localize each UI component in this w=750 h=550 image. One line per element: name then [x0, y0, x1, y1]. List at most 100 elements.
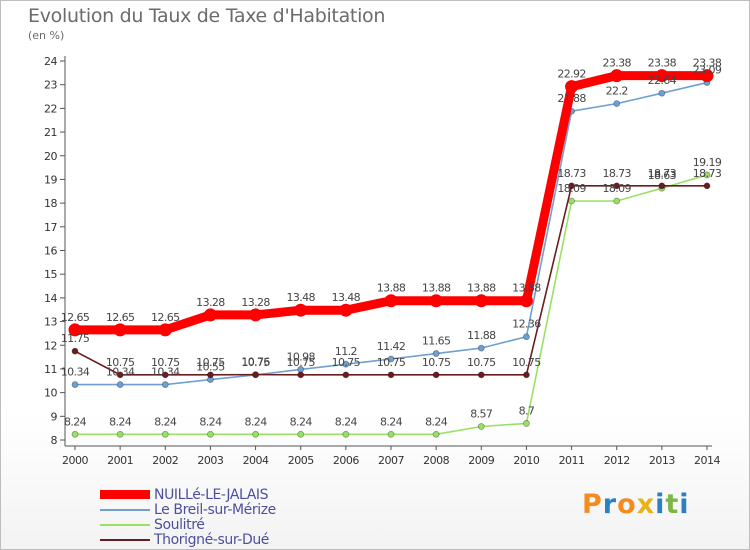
data-label: 8.57	[470, 407, 493, 420]
data-label: 22.2	[606, 85, 628, 98]
data-label: 13.48	[286, 291, 315, 304]
data-label: 13.28	[196, 296, 225, 309]
data-point	[432, 350, 440, 357]
data-point	[252, 371, 259, 379]
data-label: 18.73	[693, 167, 722, 180]
y-tick-label: 19	[44, 173, 57, 186]
data-label: 11.75	[61, 332, 90, 345]
data-label: 23.38	[648, 57, 677, 70]
data-point	[613, 182, 621, 190]
data-point	[161, 381, 169, 388]
y-tick-label: 13	[44, 316, 57, 329]
logo-letter: r	[602, 489, 618, 520]
legend-label: Soulitré	[154, 516, 205, 533]
y-tick-label: 23	[44, 79, 57, 92]
legend-item: NUILLé-LE-JALAIS	[100, 486, 276, 503]
data-label: 8.24	[154, 415, 177, 428]
data-point	[429, 294, 443, 308]
y-tick-label: 9	[51, 410, 58, 423]
data-point	[477, 371, 485, 379]
data-point	[68, 323, 82, 337]
x-tick-label: 2014	[694, 454, 720, 467]
x-tick-label: 2002	[152, 454, 178, 467]
data-point	[71, 381, 79, 388]
data-point	[342, 360, 350, 368]
data-label: 18.73	[557, 167, 586, 180]
data-label: 8.24	[380, 415, 403, 428]
x-tick-label: 2007	[378, 454, 404, 467]
x-tick-label: 2010	[513, 454, 539, 467]
data-label: 10.55	[196, 361, 225, 374]
logo-letter: x	[636, 489, 656, 520]
proxiti-logo: Proxiti	[582, 489, 690, 520]
data-label: 10.34	[106, 366, 135, 379]
legend-item: Thorigné-sur-Dué	[100, 532, 276, 548]
y-tick-label: 14	[44, 292, 57, 305]
x-tick-label: 2013	[649, 454, 675, 467]
data-point	[116, 430, 124, 438]
data-label: 10.75	[467, 356, 496, 369]
logo-letter: P	[582, 489, 603, 520]
x-tick-label: 2008	[423, 454, 449, 467]
x-tick-label: 2006	[333, 454, 359, 467]
legend-label: NUILLé-LE-JALAIS	[154, 486, 269, 503]
data-point	[655, 69, 669, 83]
data-label: 8.7	[519, 404, 535, 417]
data-point	[658, 89, 666, 97]
data-label: 13.88	[377, 282, 406, 295]
x-tick-label: 2003	[197, 454, 223, 467]
data-point	[384, 294, 398, 308]
data-label: 19.19	[693, 156, 722, 169]
logo-letter: t	[665, 489, 680, 520]
data-label: 12.65	[151, 311, 180, 324]
data-point	[297, 430, 305, 438]
data-point	[207, 430, 214, 438]
legend: NUILLé-LE-JALAIS Le Breil-sur-Mérize Souli…	[100, 486, 276, 548]
data-label: 8.24	[245, 415, 268, 428]
data-label: 13.48	[332, 291, 361, 304]
data-label: 10.34	[151, 366, 180, 379]
data-point	[565, 80, 579, 94]
data-label: 8.24	[425, 415, 448, 428]
data-point	[294, 303, 308, 317]
y-tick-label: 22	[44, 102, 57, 115]
data-label: 23.09	[693, 64, 722, 77]
y-tick-label: 16	[44, 245, 57, 258]
y-tick-label: 12	[44, 339, 57, 352]
data-label: 10.98	[286, 350, 315, 363]
data-label: 8.24	[199, 415, 222, 428]
data-label: 18.73	[648, 167, 677, 180]
y-tick-label: 15	[44, 268, 57, 281]
data-label: 11.42	[377, 340, 406, 353]
data-label: 10.75	[151, 356, 180, 369]
data-label: 13.28	[241, 296, 270, 309]
y-tick-label: 10	[44, 387, 57, 400]
data-label: 10.76	[241, 356, 270, 369]
data-label: 12.36	[512, 318, 541, 331]
data-point	[387, 355, 395, 363]
data-point	[613, 100, 621, 108]
data-point	[342, 371, 350, 379]
data-point	[116, 381, 124, 388]
data-point	[113, 323, 127, 337]
data-point	[568, 197, 575, 205]
legend-swatch	[100, 508, 150, 511]
data-point	[700, 69, 714, 83]
legend-swatch	[100, 538, 150, 541]
data-point	[342, 430, 350, 438]
data-point	[432, 371, 440, 379]
data-point	[252, 430, 259, 438]
data-label: 10.75	[286, 356, 315, 369]
chart-title: Evolution du Taux de Taxe d'Habitation	[28, 5, 386, 27]
data-label: 10.75	[377, 356, 406, 369]
data-point	[613, 197, 621, 205]
legend-item: Soulitré	[100, 516, 276, 533]
legend-item: Le Breil-sur-Mérize	[100, 502, 276, 518]
data-point	[477, 344, 485, 352]
data-label: 10.75	[332, 356, 361, 369]
data-label: 22.64	[648, 74, 677, 87]
data-point	[658, 182, 666, 190]
data-point	[610, 69, 624, 83]
